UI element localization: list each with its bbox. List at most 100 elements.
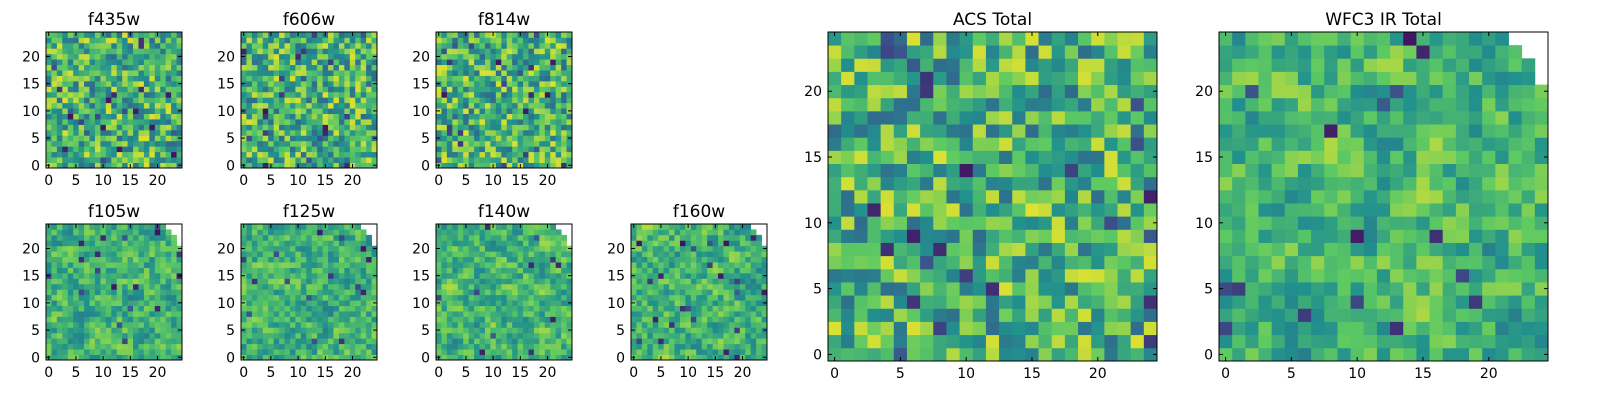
heatmap-cell (344, 316, 351, 323)
heatmap-cell (143, 272, 150, 279)
heatmap-cell (723, 256, 730, 263)
heatmap-cell (171, 251, 177, 258)
heatmap-cell (484, 102, 491, 109)
heatmap-cell (349, 124, 356, 131)
heatmap-cell (73, 108, 80, 114)
heatmap-cell (289, 289, 296, 296)
heatmap-cell (841, 334, 855, 349)
heatmap-cell (972, 255, 987, 270)
heatmap-cell (105, 240, 112, 247)
heatmap-cell (555, 234, 562, 241)
heatmap-cell (149, 289, 156, 296)
heatmap-cell (371, 124, 378, 131)
heatmap-cell (78, 108, 85, 114)
heatmap-cell (446, 75, 453, 82)
heatmap-cell (495, 119, 502, 125)
heatmap-cell (84, 151, 90, 158)
heatmap-cell (138, 332, 145, 339)
heatmap-cell (360, 59, 367, 66)
heatmap-cell (333, 162, 340, 169)
heatmap-cell (533, 59, 540, 66)
heatmap-cell (539, 321, 546, 328)
heatmap-cell (658, 300, 665, 306)
heatmap-cell (841, 295, 855, 309)
heatmap-cell (300, 86, 307, 93)
heatmap-cell (62, 102, 69, 109)
heatmap-cell (284, 80, 291, 87)
heatmap-cell (555, 278, 562, 285)
heatmap-cell (143, 327, 150, 334)
heatmap-cell (517, 240, 524, 247)
heatmap-cell (479, 289, 486, 296)
heatmap-cell (1091, 321, 1105, 336)
heatmap-cell (311, 224, 318, 230)
heatmap-cell (89, 102, 96, 109)
heatmap-cell (311, 64, 318, 71)
heatmap-cell (149, 332, 156, 339)
heatmap-cell (171, 59, 177, 66)
heatmap-cell (279, 300, 285, 306)
heatmap-cell (360, 146, 367, 153)
heatmap-cell (517, 119, 524, 125)
heatmap-cell (479, 53, 486, 60)
heatmap-cell (171, 157, 177, 163)
heatmap-cell (279, 42, 285, 49)
heatmap-cell (555, 338, 562, 345)
heatmap-cell (246, 146, 253, 153)
heatmap-cell (279, 251, 285, 258)
heatmap-cell (828, 282, 842, 296)
heatmap-cell (67, 119, 74, 125)
heatmap-cell (246, 240, 253, 247)
heatmap-cell (262, 53, 269, 60)
heatmap-cell (920, 137, 934, 151)
heatmap-cell (160, 349, 167, 355)
heatmap-cell (62, 316, 69, 323)
heatmap-cell (841, 255, 855, 270)
heatmap-cell (452, 53, 459, 60)
heatmap-cell (446, 80, 453, 87)
heatmap-cell (360, 48, 367, 55)
heatmap-cell (371, 349, 378, 355)
heatmap-cell (658, 327, 665, 334)
heatmap-cell (366, 157, 372, 163)
heatmap-cell (322, 113, 329, 120)
heatmap-cell (550, 278, 557, 285)
heatmap-cell (311, 140, 318, 147)
heatmap-cell (566, 332, 573, 339)
heatmap-cell (1012, 216, 1026, 230)
heatmap-cell (289, 234, 296, 241)
heatmap-cell (143, 59, 150, 66)
heatmap-cell (463, 256, 470, 263)
heatmap-cell (138, 124, 145, 131)
heatmap-cell (122, 86, 128, 93)
heatmap-cell (322, 262, 329, 268)
heatmap-cell (67, 224, 74, 230)
heatmap-cell (718, 240, 724, 247)
heatmap-cell (906, 163, 921, 178)
heatmap-cell (67, 283, 74, 290)
heatmap-cell (728, 294, 735, 301)
heatmap-cell (484, 113, 491, 120)
heatmap-cell (349, 245, 356, 252)
heatmap-cell (262, 294, 269, 301)
heatmap-cell (279, 140, 285, 147)
heatmap-cell (463, 70, 470, 76)
heatmap-cell (127, 48, 134, 55)
heatmap-cell (311, 124, 318, 131)
heatmap-cell (289, 140, 296, 147)
heatmap-cell (756, 256, 762, 263)
heatmap-cell (669, 224, 675, 230)
heatmap-cell (289, 349, 296, 355)
heatmap-cell (652, 224, 659, 230)
heatmap-cell (436, 305, 442, 312)
heatmap-cell (311, 316, 318, 323)
heatmap-cell (51, 124, 58, 131)
heatmap-cell (669, 251, 675, 258)
heatmap-cell (1130, 321, 1145, 336)
heatmap-cell (544, 140, 551, 147)
heatmap-cell (241, 343, 247, 350)
heatmap-cell (701, 224, 708, 230)
heatmap-cell (631, 289, 637, 296)
heatmap-cell (1091, 268, 1105, 283)
heatmap-cell (328, 305, 334, 312)
